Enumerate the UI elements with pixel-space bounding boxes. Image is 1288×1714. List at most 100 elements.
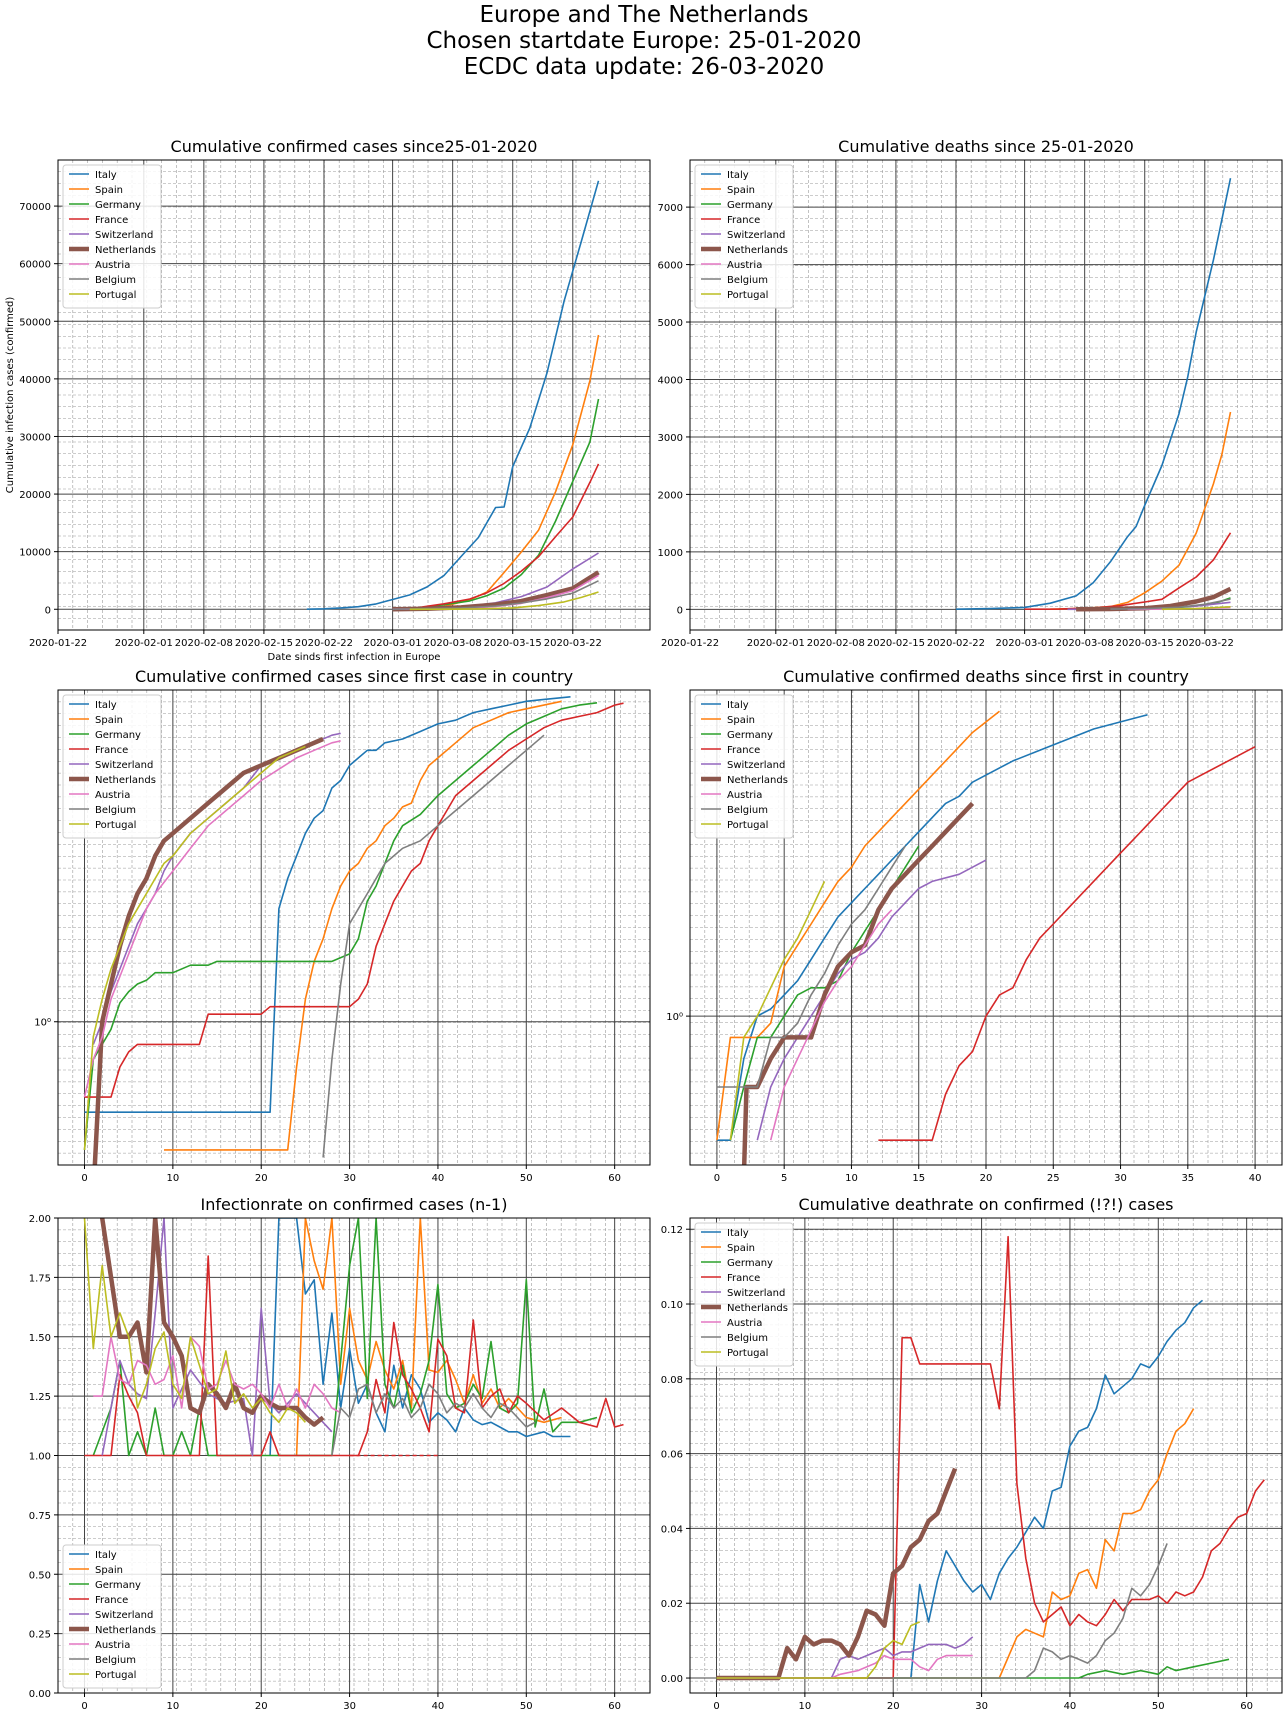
legend-label-austria: Austria xyxy=(727,1318,762,1329)
y-tick-label: 0.08 xyxy=(661,1375,683,1386)
legend-label-germany: Germany xyxy=(727,730,773,741)
legend-label-germany: Germany xyxy=(95,1580,141,1591)
x-tick-label: 60 xyxy=(608,1701,621,1712)
x-tick-label: 10 xyxy=(845,1173,858,1184)
series-lines xyxy=(306,180,600,612)
x-tick-label: 0 xyxy=(81,1701,87,1712)
x-tick-label: 2020-01-22 xyxy=(661,638,719,649)
y-tick-label: 0.06 xyxy=(661,1450,683,1461)
legend-label-portugal: Portugal xyxy=(95,290,136,301)
series-line-austria xyxy=(83,740,341,1098)
tick-labels: 0 5 10 15 20 25 30 35 40 10⁰ xyxy=(666,1012,1261,1184)
series-line-austria xyxy=(716,1654,973,1679)
x-tick-label: 50 xyxy=(520,1701,533,1712)
series-line-switzerland xyxy=(716,1636,974,1679)
x-tick-label: 50 xyxy=(520,1173,533,1184)
y-tick-label: 70000 xyxy=(19,202,51,213)
legend-label-netherlands: Netherlands xyxy=(727,245,788,256)
y-tick-label: 4000 xyxy=(658,375,683,386)
series-line-spain xyxy=(392,334,600,610)
series-line-germany xyxy=(716,1658,1230,1679)
legend: Italy Spain Germany France Switzerland Nether… xyxy=(62,164,162,309)
y-tick-label: 0.02 xyxy=(661,1599,683,1610)
minor-grid xyxy=(690,1218,1282,1693)
series-line-netherlands xyxy=(741,801,975,1165)
x-axis-label: Date sinds first infection in Europe xyxy=(268,652,441,663)
y-tick-label: 10000 xyxy=(19,548,51,559)
x-tick-label: 10 xyxy=(798,1701,811,1712)
x-tick-label: 40 xyxy=(432,1701,445,1712)
legend-label-france: France xyxy=(727,1273,760,1284)
x-tick-label: 20 xyxy=(980,1173,993,1184)
legend-label-italy: Italy xyxy=(727,170,749,181)
series-line-austria xyxy=(93,1336,342,1414)
legend-label-spain: Spain xyxy=(95,185,123,196)
x-tick-label: 2020-02-15 xyxy=(867,638,925,649)
legend-label-switzerland: Switzerland xyxy=(727,230,785,241)
legend-label-italy: Italy xyxy=(727,700,749,711)
x-tick-label: 5 xyxy=(781,1173,787,1184)
legend-label-netherlands: Netherlands xyxy=(727,1303,788,1314)
x-tick-label: 50 xyxy=(1152,1701,1165,1712)
legend: Italy Spain Germany France Switzerland Nether… xyxy=(62,694,162,839)
tick-labels: 2020-01-22 2020-02-01 2020-02-08 2020-02-15… xyxy=(658,203,1234,649)
legend-label-italy: Italy xyxy=(95,1550,117,1561)
y-tick-label: 1.50 xyxy=(29,1333,51,1344)
legend-label-austria: Austria xyxy=(727,260,762,271)
x-tick-label: 40 xyxy=(1064,1701,1077,1712)
legend-label-france: France xyxy=(727,215,760,226)
legend-label-netherlands: Netherlands xyxy=(95,775,156,786)
figure-title-line-2: Chosen startdate Europe: 25-01-2020 xyxy=(426,28,862,54)
axes-frame xyxy=(689,159,1283,631)
x-tick-label: 0 xyxy=(713,1701,719,1712)
legend-label-spain: Spain xyxy=(95,715,123,726)
chart-cases-since-first: 0 10 20 30 40 50 60 10⁰ Cumulative confirmed cas… xyxy=(34,667,651,1184)
series-lines xyxy=(716,1235,1265,1681)
x-tick-label: 40 xyxy=(432,1173,445,1184)
legend-label-france: France xyxy=(95,745,128,756)
x-tick-label: 30 xyxy=(975,1701,988,1712)
x-tick-label: 15 xyxy=(912,1173,925,1184)
x-tick-label: 30 xyxy=(343,1173,356,1184)
axes-frame xyxy=(689,1217,1283,1694)
x-tick-label: 2020-03-08 xyxy=(424,638,482,649)
series-line-italy xyxy=(84,696,571,1113)
legend-box xyxy=(694,164,794,309)
axes-frame xyxy=(689,689,1283,1166)
y-tick-label: 0.50 xyxy=(29,1570,51,1581)
legend-box xyxy=(694,694,794,839)
y-tick-label: 50000 xyxy=(19,317,51,328)
legend-box xyxy=(62,694,162,839)
y-tick-label: 1.75 xyxy=(29,1273,51,1284)
y-tick-label: 1.25 xyxy=(29,1392,51,1403)
legend-label-portugal: Portugal xyxy=(727,820,768,831)
x-tick-label: 2020-02-08 xyxy=(807,638,865,649)
y-tick-label: 30000 xyxy=(19,432,51,443)
series-line-portugal xyxy=(83,1218,306,1424)
legend-label-austria: Austria xyxy=(95,790,130,801)
legend-label-netherlands: Netherlands xyxy=(95,1625,156,1636)
figure-title-line-1: Europe and The Netherlands xyxy=(479,2,809,28)
series-line-belgium xyxy=(716,845,906,1088)
series-line-italy xyxy=(716,1299,1204,1679)
chart-title: Cumulative deaths since 25-01-2020 xyxy=(838,137,1134,156)
figure-title-line-3: ECDC data update: 26-03-2020 xyxy=(463,54,825,80)
series-line-portugal xyxy=(409,591,599,611)
legend-label-belgium: Belgium xyxy=(727,805,768,816)
y-tick-label: 0.25 xyxy=(29,1630,51,1641)
x-tick-label: 40 xyxy=(1249,1173,1262,1184)
series-lines xyxy=(955,178,1232,612)
chart-title: Cumulative confirmed cases since25-01-20… xyxy=(171,137,538,156)
legend-label-france: France xyxy=(95,215,128,226)
y-tick-label: 40000 xyxy=(19,375,51,386)
y-tick-label: 0.04 xyxy=(661,1524,683,1535)
legend-label-france: France xyxy=(727,745,760,756)
legend-label-switzerland: Switzerland xyxy=(95,1610,153,1621)
x-tick-label: 30 xyxy=(343,1701,356,1712)
legend-label-austria: Austria xyxy=(727,790,762,801)
legend-label-germany: Germany xyxy=(95,730,141,741)
chart-title: Cumulative confirmed cases since first c… xyxy=(135,667,573,686)
y-tick-label: 0.75 xyxy=(29,1511,51,1522)
x-tick-label: 10 xyxy=(166,1173,179,1184)
